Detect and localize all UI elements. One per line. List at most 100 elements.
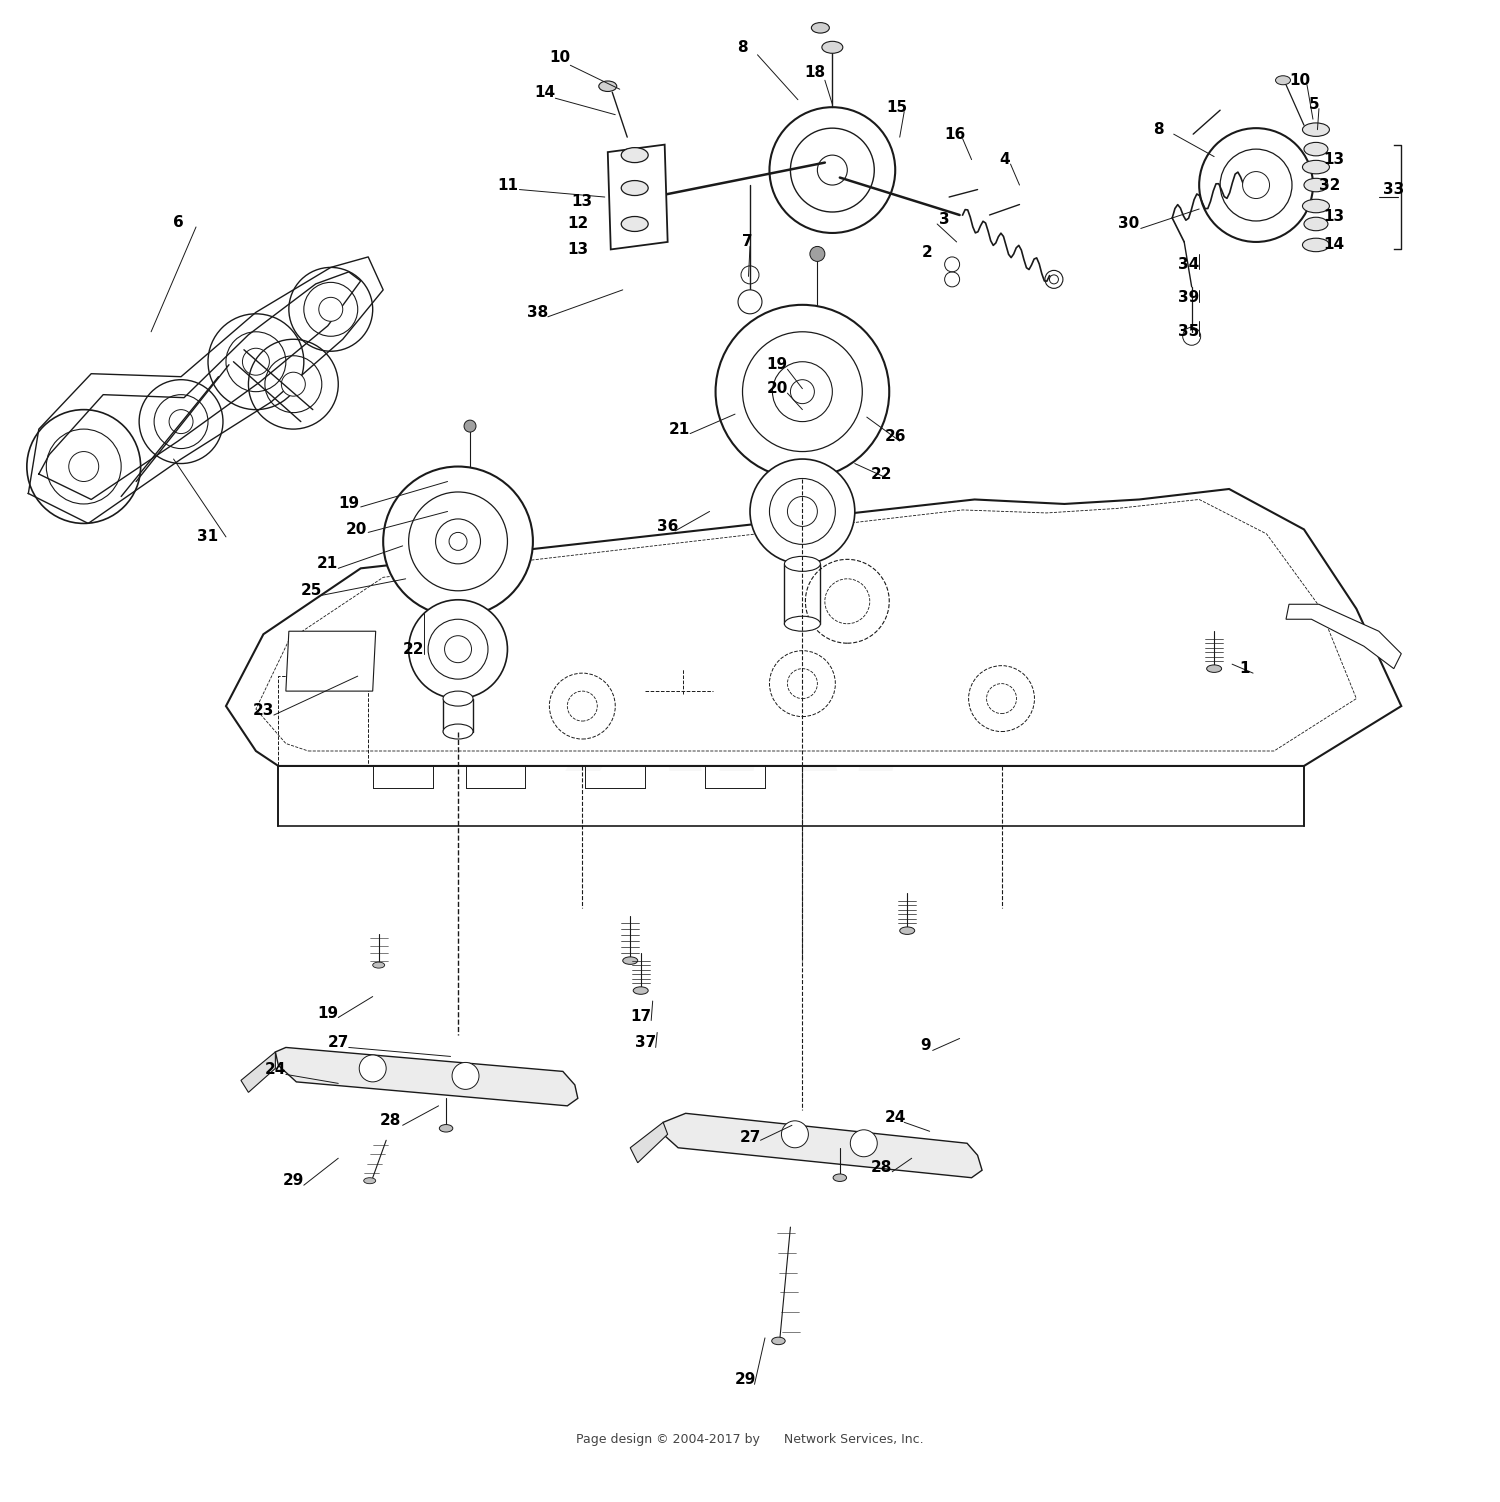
- Text: 7: 7: [741, 234, 753, 249]
- Ellipse shape: [598, 81, 616, 92]
- Polygon shape: [276, 1047, 578, 1105]
- Text: 10: 10: [549, 50, 570, 65]
- Circle shape: [382, 467, 532, 616]
- Text: 6: 6: [172, 215, 183, 230]
- Ellipse shape: [633, 987, 648, 994]
- Text: 39: 39: [1178, 290, 1200, 305]
- Text: 27: 27: [740, 1130, 760, 1145]
- Text: 28: 28: [871, 1160, 892, 1175]
- Ellipse shape: [1206, 665, 1221, 673]
- Polygon shape: [242, 1051, 276, 1092]
- Ellipse shape: [784, 556, 820, 571]
- Circle shape: [810, 246, 825, 261]
- Polygon shape: [608, 144, 668, 249]
- Text: 32: 32: [1318, 177, 1340, 192]
- Text: 19: 19: [316, 1005, 339, 1020]
- Text: 31: 31: [198, 529, 219, 544]
- Circle shape: [320, 297, 344, 321]
- Circle shape: [850, 1130, 877, 1157]
- Ellipse shape: [440, 1125, 453, 1133]
- Ellipse shape: [1302, 123, 1329, 137]
- Text: 35: 35: [1178, 324, 1200, 339]
- Ellipse shape: [900, 927, 915, 934]
- Text: 22: 22: [402, 641, 424, 656]
- Text: 36: 36: [657, 518, 678, 533]
- Circle shape: [716, 305, 890, 479]
- Ellipse shape: [771, 1337, 784, 1344]
- Text: 19: 19: [766, 357, 788, 372]
- Text: 34: 34: [1178, 257, 1200, 272]
- Circle shape: [770, 107, 896, 233]
- Ellipse shape: [621, 216, 648, 231]
- Text: 19: 19: [338, 497, 360, 512]
- Ellipse shape: [1304, 218, 1328, 231]
- Text: 25: 25: [300, 583, 322, 598]
- Circle shape: [170, 410, 194, 434]
- Ellipse shape: [812, 23, 830, 33]
- Text: 1: 1: [1239, 661, 1250, 676]
- Ellipse shape: [372, 963, 384, 969]
- Circle shape: [452, 1062, 478, 1089]
- Ellipse shape: [363, 1178, 375, 1184]
- Ellipse shape: [1302, 239, 1329, 252]
- Text: 33: 33: [1383, 182, 1404, 197]
- Text: 10: 10: [1288, 72, 1310, 87]
- Ellipse shape: [784, 616, 820, 631]
- Ellipse shape: [442, 724, 472, 739]
- Ellipse shape: [622, 957, 638, 964]
- Circle shape: [448, 532, 466, 550]
- Ellipse shape: [833, 1175, 846, 1182]
- Text: ARI: ARI: [578, 632, 922, 810]
- Text: 17: 17: [630, 1008, 651, 1023]
- Text: 13: 13: [567, 242, 588, 257]
- Ellipse shape: [1302, 161, 1329, 174]
- Circle shape: [738, 290, 762, 314]
- Ellipse shape: [621, 147, 648, 162]
- Circle shape: [358, 1054, 386, 1081]
- Text: 29: 29: [735, 1373, 756, 1388]
- Text: 3: 3: [939, 212, 950, 227]
- Text: 21: 21: [316, 556, 339, 571]
- Text: 14: 14: [534, 84, 555, 99]
- Circle shape: [782, 1120, 808, 1148]
- Text: 23: 23: [252, 703, 274, 718]
- Text: 11: 11: [496, 177, 517, 192]
- Circle shape: [464, 421, 476, 433]
- Text: 9: 9: [920, 1038, 930, 1053]
- Ellipse shape: [1304, 179, 1328, 192]
- Circle shape: [818, 155, 848, 185]
- Text: 8: 8: [736, 41, 748, 54]
- Polygon shape: [1286, 604, 1401, 668]
- Text: 20: 20: [766, 382, 788, 397]
- Polygon shape: [286, 631, 375, 691]
- Text: 13: 13: [572, 194, 592, 209]
- Ellipse shape: [822, 42, 843, 53]
- Text: 12: 12: [567, 216, 588, 231]
- Text: 22: 22: [871, 467, 892, 482]
- Text: 14: 14: [1323, 237, 1344, 252]
- Ellipse shape: [442, 691, 472, 706]
- Text: 8: 8: [1154, 122, 1164, 137]
- Circle shape: [1242, 171, 1269, 198]
- Text: 4: 4: [999, 152, 1010, 167]
- Circle shape: [408, 599, 507, 698]
- Text: 38: 38: [526, 305, 548, 320]
- Text: 2: 2: [921, 245, 932, 260]
- Text: 13: 13: [1323, 209, 1344, 224]
- Ellipse shape: [621, 180, 648, 195]
- Text: 13: 13: [1323, 152, 1344, 167]
- Circle shape: [750, 460, 855, 563]
- Text: 37: 37: [634, 1035, 656, 1050]
- Text: Page design © 2004-2017 by      Network Services, Inc.: Page design © 2004-2017 by Network Servi…: [576, 1433, 924, 1446]
- Circle shape: [790, 380, 814, 404]
- Text: 18: 18: [804, 65, 825, 80]
- Text: 29: 29: [282, 1173, 304, 1188]
- Polygon shape: [226, 490, 1401, 766]
- Polygon shape: [663, 1113, 982, 1178]
- Circle shape: [69, 452, 99, 482]
- Text: 30: 30: [1118, 216, 1140, 231]
- Text: 5: 5: [1310, 96, 1320, 111]
- Text: 27: 27: [327, 1035, 350, 1050]
- Text: 26: 26: [885, 430, 906, 445]
- Ellipse shape: [1302, 200, 1329, 213]
